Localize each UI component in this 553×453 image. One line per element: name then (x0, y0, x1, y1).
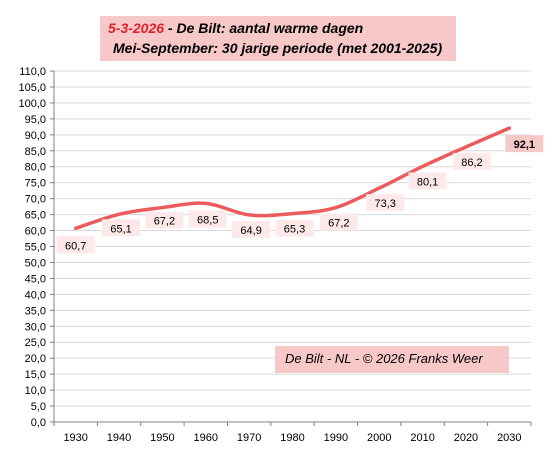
data-label-text: 60,7 (65, 240, 86, 252)
data-label: 73,3 (366, 194, 405, 212)
x-tick-label: 1960 (194, 432, 218, 444)
data-label: 80,1 (408, 172, 447, 190)
y-tick-label: 15,0 (25, 369, 46, 381)
y-tick-label: 65,0 (25, 210, 46, 222)
y-tick-labels: 0,0 5,0 10,0 15,0 20,0 25,0 30,0 35,0 40,0 45,0 50… (18, 66, 46, 429)
chart-title-line-1: 5-3-2026 - De Bilt: aantal warme dagen (108, 20, 363, 36)
data-label: 92,1 (505, 135, 544, 153)
y-tick-label: 50,0 (25, 257, 46, 269)
data-label: 60,7 (56, 236, 95, 254)
y-tick-label: 25,0 (25, 337, 46, 349)
title-date: 5-3-2026 (108, 20, 165, 36)
series-line (73, 126, 512, 231)
x-tick-label: 1930 (63, 432, 87, 444)
data-label: 86,2 (452, 152, 491, 170)
y-tick-label: 100,0 (18, 98, 46, 110)
data-labels: 60,7 65,1 67,2 68,5 64,9 65,3 67,2 73,3 80,1 86,2… (56, 135, 544, 254)
x-tick-label: 2020 (454, 432, 478, 444)
data-label: 65,1 (102, 219, 141, 237)
data-label-bg (319, 213, 358, 231)
y-tick-label: 35,0 (25, 305, 46, 317)
data-label-text: 65,3 (284, 224, 305, 236)
data-label-text: 64,9 (240, 225, 261, 237)
data-label-text: 86,2 (461, 157, 482, 169)
data-label-bg (102, 219, 141, 237)
y-tick-label: 85,0 (25, 146, 46, 158)
x-tick-label: 2010 (410, 432, 434, 444)
data-label: 65,3 (275, 219, 314, 237)
data-label-bg (56, 236, 95, 254)
x-tick-labels: 1930 1940 1950 1960 1970 1980 1990 2000 2010 2020… (63, 432, 521, 444)
data-label-text: 73,3 (375, 198, 396, 210)
y-tick-label: 110,0 (19, 66, 46, 78)
y-tick-label: 105,0 (18, 82, 46, 94)
data-label-bg (232, 220, 271, 238)
data-label-bg (275, 219, 314, 237)
data-label-text: 65,1 (110, 223, 131, 235)
x-tick-label: 1990 (324, 432, 348, 444)
data-label-text: 67,2 (154, 216, 175, 228)
data-label-text: 80,1 (417, 176, 438, 188)
data-label-text: 67,2 (328, 218, 349, 230)
series-warm-days (73, 126, 512, 231)
y-tick-label: 40,0 (25, 289, 46, 301)
y-tick-label: 90,0 (25, 130, 46, 142)
data-label-text: 92,1 (514, 139, 535, 151)
y-tick-label: 5,0 (31, 401, 46, 413)
chart-title-box: 5-3-2026 - De Bilt: aantal warme dagen M… (100, 16, 456, 61)
credit-text: De Bilt - NL - © 2026 Franks Weer (285, 351, 483, 366)
x-tick-label: 2000 (367, 432, 391, 444)
y-tick-label: 45,0 (25, 273, 46, 285)
y-tick-label: 95,0 (25, 114, 46, 126)
y-tick-label: 70,0 (25, 194, 46, 206)
data-label-bg (188, 210, 227, 228)
x-tick-label: 1970 (237, 432, 261, 444)
y-tick-label: 75,0 (25, 178, 46, 190)
data-label-bg (452, 152, 491, 170)
credit-box: De Bilt - NL - © 2026 Franks Weer (275, 346, 509, 373)
x-tick-label: 1950 (150, 432, 174, 444)
data-label-bg (408, 172, 447, 190)
y-tick-label: 20,0 (25, 353, 46, 365)
data-label: 64,9 (232, 220, 271, 238)
y-tick-label: 60,0 (25, 226, 46, 238)
y-tick-label: 55,0 (25, 242, 46, 254)
axes (50, 70, 532, 426)
x-tick-label: 2030 (497, 432, 521, 444)
x-tick-label: 1940 (107, 432, 131, 444)
data-label: 67,2 (319, 213, 358, 231)
y-tick-label: 30,0 (25, 321, 46, 333)
data-label: 67,2 (145, 211, 184, 229)
data-label-bg (145, 211, 184, 229)
data-label-bg (366, 194, 405, 212)
data-label: 68,5 (188, 210, 227, 228)
y-tick-label: 0,0 (31, 417, 46, 429)
y-tick-label: 10,0 (25, 385, 46, 397)
data-label-bg (505, 135, 544, 153)
y-tick-label: 80,0 (25, 162, 46, 174)
data-label-text: 68,5 (197, 214, 218, 226)
chart-title-line-2: Mei-September: 30 jarige periode (met 20… (113, 40, 443, 56)
x-tick-label: 1980 (280, 432, 304, 444)
title-location: - De Bilt: aantal warme dagen (164, 20, 364, 36)
